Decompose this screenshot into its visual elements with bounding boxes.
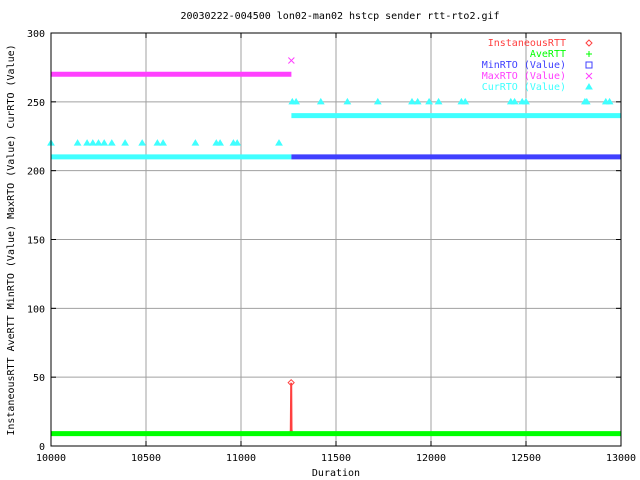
currto-value-point	[73, 139, 82, 146]
legend-marker-currto-value	[585, 83, 593, 90]
legend-label-avertt: AveRTT	[530, 49, 566, 60]
x-axis-ticks: 10000 10500 11000 11500 12000 12500 13000	[36, 33, 636, 464]
currto-value-point	[88, 139, 97, 146]
currto-value-point	[343, 97, 352, 105]
y-axis-ticks: 0 50 100 150 200 250 300	[27, 29, 621, 453]
y-tick-label: 100	[27, 304, 45, 315]
currto-value-point	[153, 139, 162, 146]
currto-value-point	[191, 139, 200, 146]
legend-label-currto-value: CurRTO (Value)	[482, 82, 566, 93]
instaneousrtt-point	[287, 378, 295, 387]
y-tick-label: 50	[33, 373, 45, 384]
currto-value-point	[510, 97, 519, 105]
x-tick-label: 13000	[606, 453, 636, 464]
currto-value-point	[413, 97, 422, 105]
currto-value-point	[373, 97, 382, 105]
x-axis-label: Duration	[312, 468, 360, 479]
legend-marker-instaneousrtt	[585, 39, 593, 47]
y-tick-label: 200	[27, 167, 45, 178]
y-tick-label: 300	[27, 29, 45, 40]
series-lines	[51, 71, 621, 437]
y-tick-label: 150	[27, 236, 45, 247]
chart-title: 20030222-004500 lon02-man02 hstcp sender…	[180, 11, 499, 22]
grid	[51, 33, 621, 446]
currto-value-point	[434, 97, 443, 105]
x-tick-label: 12000	[416, 453, 446, 464]
legend-label-maxrto-value: MaxRTO (Value)	[482, 71, 566, 82]
x-tick-label: 12500	[511, 453, 541, 464]
currto-value-point	[275, 139, 283, 146]
x-tick-label: 11000	[226, 453, 256, 464]
legend-marker-avertt	[586, 51, 592, 57]
series-points	[47, 57, 614, 387]
currto-value-point	[121, 139, 129, 146]
currto-value-point	[216, 139, 224, 146]
currto-value-point	[522, 97, 530, 105]
x-tick-label: 10000	[36, 453, 66, 464]
x-tick-label: 10500	[131, 453, 161, 464]
x-tick-label: 11500	[321, 453, 351, 464]
currto-value-point	[233, 139, 242, 146]
currto-value-point	[100, 139, 109, 146]
y-tick-label: 250	[27, 98, 45, 109]
legend-label-instaneousrtt: InstaneousRTT	[488, 38, 566, 49]
y-tick-label: 0	[39, 442, 45, 453]
currto-value-point	[159, 139, 167, 146]
currto-value-point	[425, 97, 433, 105]
legend-marker-minrto-value	[585, 61, 593, 69]
currto-value-point	[316, 97, 325, 105]
currto-value-point	[605, 97, 614, 105]
currto-value-point	[461, 97, 470, 105]
y-axis-label: InstaneousRTT AveRTT MinRTO (Value) MaxR…	[6, 44, 17, 435]
maxrto-value-point	[287, 57, 295, 64]
legend-label-minrto-value: MinRTO (Value)	[482, 60, 566, 71]
currto-value-point	[94, 139, 103, 146]
currto-value-point	[582, 97, 591, 105]
legend-marker-maxrto-value	[585, 72, 593, 80]
currto-value-point	[408, 97, 416, 105]
currto-value-point	[107, 139, 116, 146]
currto-value-point	[138, 139, 147, 146]
currto-value-point	[292, 97, 300, 105]
currto-value-point	[83, 139, 91, 146]
